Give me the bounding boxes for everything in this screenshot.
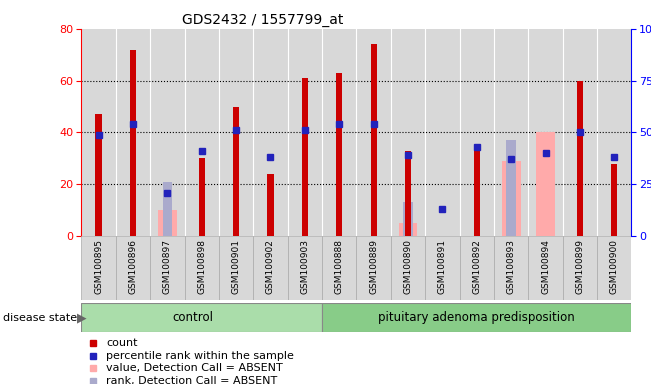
Bar xyxy=(163,182,172,236)
Text: count: count xyxy=(106,338,138,348)
Text: percentile rank within the sample: percentile rank within the sample xyxy=(106,351,294,361)
Text: GSM100901: GSM100901 xyxy=(232,239,241,294)
Bar xyxy=(474,146,480,236)
Bar xyxy=(577,81,583,236)
Text: GSM100903: GSM100903 xyxy=(300,239,309,294)
Text: rank, Detection Call = ABSENT: rank, Detection Call = ABSENT xyxy=(106,376,277,384)
Bar xyxy=(403,202,413,236)
FancyBboxPatch shape xyxy=(494,236,529,300)
Bar xyxy=(405,151,411,236)
Text: value, Detection Call = ABSENT: value, Detection Call = ABSENT xyxy=(106,363,283,373)
Bar xyxy=(96,114,102,236)
Text: GSM100897: GSM100897 xyxy=(163,239,172,294)
Text: control: control xyxy=(173,311,214,324)
Bar xyxy=(302,78,308,236)
FancyBboxPatch shape xyxy=(460,236,494,300)
Text: GDS2432 / 1557799_at: GDS2432 / 1557799_at xyxy=(182,13,344,27)
FancyBboxPatch shape xyxy=(529,236,562,300)
Bar xyxy=(158,210,177,236)
Text: GSM100890: GSM100890 xyxy=(404,239,413,294)
FancyBboxPatch shape xyxy=(425,236,460,300)
FancyBboxPatch shape xyxy=(357,236,391,300)
FancyBboxPatch shape xyxy=(322,236,357,300)
Text: GSM100898: GSM100898 xyxy=(197,239,206,294)
FancyBboxPatch shape xyxy=(597,236,631,300)
Text: disease state: disease state xyxy=(3,313,77,323)
Text: pituitary adenoma predisposition: pituitary adenoma predisposition xyxy=(378,311,575,324)
Bar xyxy=(611,164,617,236)
FancyBboxPatch shape xyxy=(322,303,631,332)
Bar xyxy=(268,174,273,236)
FancyBboxPatch shape xyxy=(562,236,597,300)
FancyBboxPatch shape xyxy=(253,236,288,300)
Text: GSM100893: GSM100893 xyxy=(506,239,516,294)
Bar xyxy=(130,50,136,236)
Bar xyxy=(536,132,555,236)
Text: GSM100900: GSM100900 xyxy=(610,239,619,294)
Bar xyxy=(336,73,342,236)
Bar xyxy=(506,140,516,236)
Text: GSM100896: GSM100896 xyxy=(128,239,137,294)
FancyBboxPatch shape xyxy=(116,236,150,300)
Bar xyxy=(370,44,377,236)
FancyBboxPatch shape xyxy=(288,236,322,300)
FancyBboxPatch shape xyxy=(150,236,184,300)
FancyBboxPatch shape xyxy=(391,236,425,300)
Text: GSM100902: GSM100902 xyxy=(266,239,275,294)
Text: GSM100891: GSM100891 xyxy=(438,239,447,294)
FancyBboxPatch shape xyxy=(81,236,116,300)
Bar xyxy=(398,223,417,236)
Bar xyxy=(233,106,239,236)
Text: GSM100899: GSM100899 xyxy=(575,239,585,294)
Text: GSM100895: GSM100895 xyxy=(94,239,103,294)
Text: GSM100892: GSM100892 xyxy=(472,239,481,294)
Bar xyxy=(502,161,521,236)
Bar xyxy=(199,158,205,236)
Text: GSM100888: GSM100888 xyxy=(335,239,344,294)
FancyBboxPatch shape xyxy=(81,303,322,332)
Text: GSM100889: GSM100889 xyxy=(369,239,378,294)
FancyBboxPatch shape xyxy=(219,236,253,300)
FancyBboxPatch shape xyxy=(184,236,219,300)
Text: ▶: ▶ xyxy=(77,311,87,324)
Text: GSM100894: GSM100894 xyxy=(541,239,550,294)
